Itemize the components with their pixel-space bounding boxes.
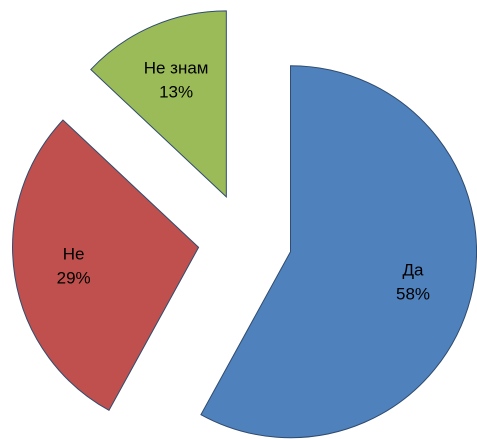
slice-category: Не bbox=[63, 245, 85, 264]
slice-category: Не знам bbox=[144, 58, 209, 77]
slice-value-label: 58% bbox=[396, 285, 430, 304]
slice-value-label: 13% bbox=[159, 82, 193, 101]
pie-slice bbox=[200, 65, 477, 439]
pie-slice bbox=[90, 10, 227, 199]
slice-value-label: 29% bbox=[57, 269, 91, 288]
pie-slice bbox=[12, 119, 200, 412]
slice-category: Да bbox=[403, 261, 425, 280]
